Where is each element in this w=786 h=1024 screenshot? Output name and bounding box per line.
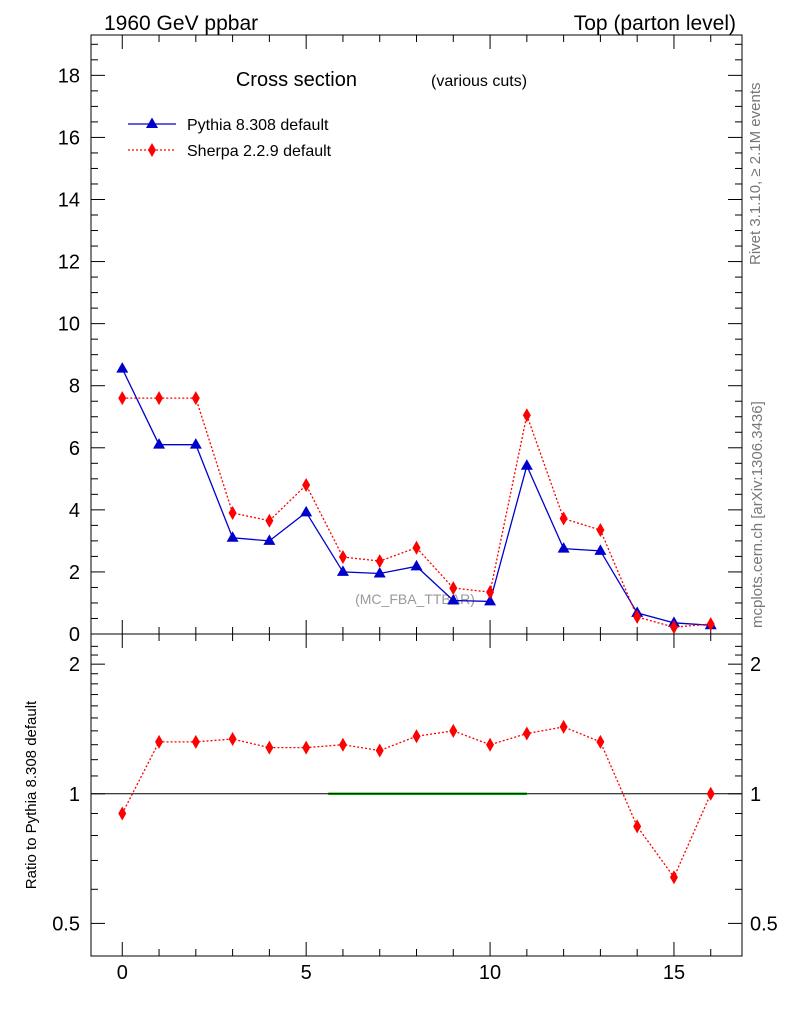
main-y-tick-label: 12: [58, 252, 80, 274]
source-label: mcplots.cern.ch [arXiv:1306.3436]: [749, 401, 766, 628]
series-line: [122, 397, 711, 628]
main-y-tick-label: 6: [69, 438, 80, 460]
data-point-triangle: [189, 438, 202, 449]
data-point-diamond: [669, 620, 678, 634]
analysis-watermark: (MC_FBA_TTBAR): [355, 591, 475, 607]
ratio-data-point-diamond: [155, 734, 164, 749]
data-point-diamond: [155, 391, 164, 406]
data-point-triangle: [373, 566, 386, 578]
main-y-tick-label: 8: [69, 376, 80, 398]
ratio-y-tick-label-left: 0.5: [52, 913, 80, 935]
legend-pythia-marker: [146, 117, 158, 128]
data-point-diamond: [302, 478, 311, 493]
data-point-diamond: [118, 391, 127, 406]
data-point-diamond: [522, 408, 531, 423]
ratio-data-point-diamond: [338, 737, 347, 752]
ratio-x-tick-labels: 0 5 10 15: [117, 962, 685, 984]
ratio-series-sherpa: [118, 719, 715, 885]
ratio-data-point-diamond: [706, 786, 715, 801]
data-point-triangle: [447, 593, 460, 605]
ratio-data-point-diamond: [596, 734, 605, 749]
ratio-data-point-diamond: [486, 737, 495, 752]
plot-subtitle: (various cuts): [431, 73, 527, 90]
data-point-diamond: [633, 609, 642, 624]
main-y-tick-label: 16: [58, 127, 80, 149]
main-axis-ticks: [91, 35, 742, 635]
ratio-y-tick-label-right: 1: [750, 784, 761, 806]
data-point-diamond: [375, 554, 384, 569]
ratio-data-point-diamond: [669, 870, 678, 885]
main-plot-panel: 0 2 4 6 8 10 12 14 16 18 Cross section (various c…: [58, 34, 743, 646]
legend-sherpa-marker: [148, 143, 156, 157]
ratio-data-point-diamond: [633, 819, 642, 834]
ratio-y-tick-label-left: 1: [69, 784, 80, 806]
data-point-triangle: [484, 594, 497, 606]
ratio-data-point-diamond: [449, 723, 458, 738]
data-point-triangle: [263, 534, 276, 545]
series-line: [121, 368, 711, 626]
main-y-tick-labels: 0 2 4 6 8 10 12 14 16 18: [58, 65, 80, 646]
data-point-triangle: [410, 559, 423, 571]
ratio-y-tick-label-right: 0.5: [750, 913, 778, 935]
main-y-tick-label: 14: [58, 189, 80, 211]
main-y-tick-label: 2: [69, 562, 80, 584]
ratio-x-tick-label: 10: [479, 962, 501, 984]
ratio-data-point-diamond: [302, 740, 311, 755]
data-point-diamond: [486, 585, 495, 600]
header-left-label: 1960 GeV ppbar: [104, 12, 258, 35]
ratio-data-point-diamond: [228, 732, 237, 747]
ratio-axis-ticks: [91, 634, 742, 956]
ratio-y-axis-label: Ratio to Pythia 8.308 default: [23, 700, 40, 889]
data-point-diamond: [596, 523, 605, 538]
data-point-triangle: [557, 542, 570, 553]
ratio-x-tick-label: 5: [301, 962, 312, 984]
ratio-series-group: [118, 719, 715, 885]
ratio-y-tick-labels: 0.5 0.5 1 1 2 2: [52, 654, 778, 935]
ratio-x-tick-label: 0: [117, 962, 128, 984]
data-point-triangle: [116, 362, 129, 373]
data-point-triangle: [153, 438, 166, 449]
main-y-tick-label: 0: [69, 624, 80, 646]
main-y-tick-label: 18: [58, 65, 80, 87]
data-point-triangle: [594, 544, 607, 555]
header-right-label: Top (parton level): [574, 12, 736, 35]
ratio-y-tick-label-left: 2: [69, 654, 80, 676]
ratio-data-point-diamond: [118, 806, 127, 821]
legend-sherpa-label: Sherpa 2.2.9 default: [187, 143, 332, 160]
ratio-data-point-diamond: [265, 740, 274, 755]
data-point-triangle: [300, 505, 313, 517]
data-point-triangle: [226, 531, 239, 542]
data-point-triangle: [336, 565, 349, 576]
main-y-tick-label: 10: [58, 314, 80, 336]
data-point-diamond: [265, 513, 274, 528]
data-point-diamond: [412, 540, 421, 555]
data-point-diamond: [191, 391, 200, 406]
ratio-data-point-diamond: [191, 734, 200, 749]
data-point-diamond: [338, 550, 347, 565]
main-y-tick-label: 4: [69, 500, 80, 522]
data-point-diamond: [228, 505, 237, 520]
ratio-data-point-diamond: [375, 743, 384, 758]
data-point-triangle: [520, 459, 533, 470]
ratio-data-point-diamond: [522, 726, 531, 741]
ratio-data-point-diamond: [412, 729, 421, 744]
legend-pythia-label: Pythia 8.308 default: [187, 117, 329, 134]
ratio-x-tick-label: 15: [663, 962, 685, 984]
series-sherpa: [118, 391, 715, 634]
ratio-y-tick-label-right: 2: [750, 654, 761, 676]
data-point-diamond: [706, 617, 715, 632]
data-point-diamond: [559, 511, 568, 526]
ratio-data-point-diamond: [559, 719, 568, 734]
main-series-group: [116, 362, 717, 634]
legend: Pythia 8.308 default Sherpa 2.2.9 defaul…: [128, 117, 332, 160]
series-pythia: [116, 362, 717, 630]
ratio-plot-panel: 0.5 0.5 1 1 2 2 0 5 10 15 Ratio to Pythia 8.308 …: [23, 633, 778, 984]
ratio-series-line: [121, 726, 712, 879]
data-point-diamond: [449, 581, 458, 596]
plot-title: Cross section: [236, 69, 357, 91]
rivet-version-label: Rivet 3.1.10, ≥ 2.1M events: [747, 83, 764, 266]
